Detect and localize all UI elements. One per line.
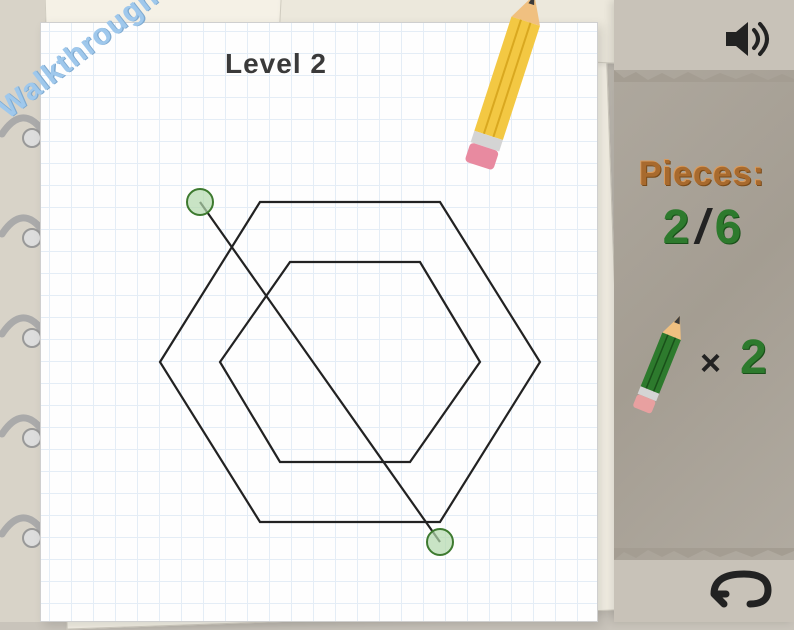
back-button[interactable] (706, 564, 776, 612)
back-icon (706, 564, 776, 612)
torn-edge-icon (614, 70, 794, 82)
pieces-count: 2/6 (622, 200, 782, 255)
pieces-target: 6 (715, 201, 742, 254)
grid-paper[interactable] (40, 22, 598, 622)
pieces-current: 2 (663, 201, 690, 254)
pieces-label: Pieces: (622, 155, 782, 194)
times-icon: × (700, 342, 721, 384)
level-title: Level 2 (225, 48, 327, 80)
sidebar-panel: Pieces: 2/6 × 2 (614, 0, 794, 622)
pencil-icon (612, 303, 709, 427)
pieces-slash: / (689, 201, 714, 254)
torn-edge-icon (614, 548, 794, 560)
sound-button[interactable] (722, 18, 772, 60)
cuts-count: 2 (740, 330, 767, 385)
sound-icon (722, 18, 772, 60)
cuts-remaining: × 2 (622, 310, 782, 410)
